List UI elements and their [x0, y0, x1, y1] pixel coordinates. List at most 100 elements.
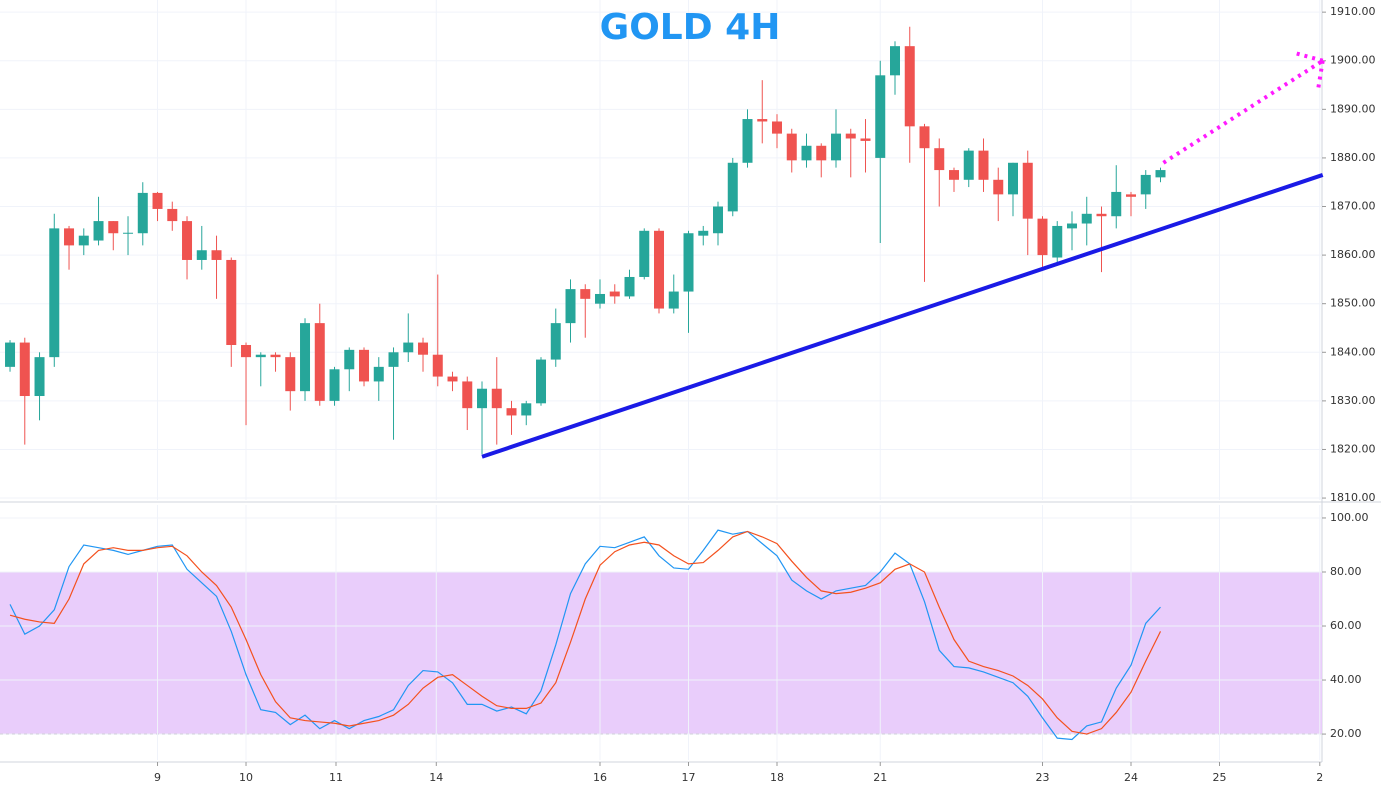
candle-body: [742, 119, 753, 163]
candle-body: [1155, 170, 1166, 178]
candle-body: [521, 403, 532, 416]
candle-body: [211, 250, 222, 260]
candle-body: [1037, 218, 1048, 256]
candle-body: [713, 206, 724, 234]
candle-body: [860, 138, 871, 141]
candle-body: [300, 323, 311, 392]
candle-body: [373, 366, 384, 382]
y-tick-label: 1850.00: [1330, 297, 1376, 310]
candle-body: [875, 75, 886, 158]
candle-body: [565, 289, 576, 324]
y-tick-label: 1810.00: [1330, 491, 1376, 504]
candle-body: [919, 126, 930, 149]
candle-body: [1111, 191, 1122, 217]
candle-body: [78, 235, 89, 246]
candle-body: [255, 354, 266, 358]
candle-body: [698, 230, 709, 236]
x-tick-label: 21: [873, 771, 887, 784]
candle-body: [462, 381, 473, 409]
y-tick-label: 1910.00: [1330, 5, 1376, 18]
candle-body: [5, 342, 16, 367]
x-tick-label: 23: [1035, 771, 1049, 784]
candle-body: [329, 369, 340, 401]
band: [0, 571, 1322, 735]
y-tick-label: 1880.00: [1330, 151, 1376, 164]
candle-body: [609, 291, 620, 297]
y-tick-label: 20.00: [1330, 727, 1362, 740]
y-tick-label: 80.00: [1330, 565, 1362, 578]
line-series: [9, 529, 1161, 741]
candle-body: [19, 342, 30, 397]
candle-body: [506, 408, 517, 416]
line-series: [9, 530, 1162, 735]
candle-body: [639, 230, 650, 277]
candle-body: [683, 233, 694, 292]
candle-body: [934, 148, 945, 171]
candle-body: [314, 323, 325, 401]
candle-body: [816, 145, 827, 161]
y-tick-label: 40.00: [1330, 673, 1362, 686]
x-tick-label: 16: [593, 771, 607, 784]
candle-body: [831, 133, 842, 161]
x-tick-label: 2: [1316, 771, 1323, 784]
candle-body: [108, 221, 119, 234]
candle-body: [550, 323, 561, 360]
candle-body: [182, 221, 193, 260]
y-tick-label: 1900.00: [1330, 54, 1376, 67]
candle-body: [285, 357, 296, 392]
candle-body: [580, 289, 591, 299]
candle-body: [845, 133, 856, 139]
candle-body: [948, 170, 959, 180]
x-tick-label: 17: [682, 771, 696, 784]
candle-body: [624, 276, 635, 297]
candle-body: [167, 208, 178, 222]
candle-body: [152, 192, 163, 209]
candle-body: [786, 133, 797, 161]
candle-body: [595, 293, 606, 304]
trend-line: [481, 173, 1324, 459]
candle-body: [1052, 225, 1063, 258]
candle-body: [123, 232, 134, 234]
candle-body: [93, 221, 104, 241]
y-tick-label: 1820.00: [1330, 442, 1376, 455]
candle-body: [890, 46, 901, 76]
candle-body: [1066, 223, 1077, 229]
x-tick-label: 24: [1124, 771, 1138, 784]
candle-body: [536, 359, 547, 404]
candle-body: [963, 150, 974, 180]
x-tick-label: 9: [154, 771, 161, 784]
y-tick-label: 1890.00: [1330, 102, 1376, 115]
y-tick-label: 1870.00: [1330, 200, 1376, 213]
candle-body: [64, 228, 75, 246]
candle-body: [49, 228, 60, 358]
candle-body: [801, 145, 812, 161]
candle-body: [904, 46, 915, 127]
candle-body: [993, 179, 1004, 195]
candle-body: [1140, 174, 1151, 195]
candle-body: [1007, 162, 1018, 195]
candle-body: [727, 162, 738, 212]
x-tick-label: 25: [1212, 771, 1226, 784]
candle-body: [241, 344, 252, 358]
candle-body: [403, 342, 414, 353]
candle-body: [226, 259, 237, 345]
candle-body: [432, 354, 443, 377]
candle-body: [447, 376, 458, 382]
candle-body: [34, 357, 45, 397]
candle-body: [668, 291, 679, 309]
x-tick-label: 11: [329, 771, 343, 784]
chart-title: GOLD 4H: [600, 7, 781, 48]
candle-body: [344, 349, 355, 370]
candle-body: [196, 250, 207, 260]
candle-body: [654, 230, 665, 309]
candle-body: [270, 354, 281, 358]
y-tick-label: 1840.00: [1330, 345, 1376, 358]
x-tick-label: 18: [770, 771, 784, 784]
candle-body: [137, 192, 148, 234]
candle-body: [491, 388, 502, 409]
candle-body: [1081, 213, 1092, 224]
y-tick-label: 100.00: [1330, 511, 1369, 524]
candle-body: [418, 342, 429, 355]
